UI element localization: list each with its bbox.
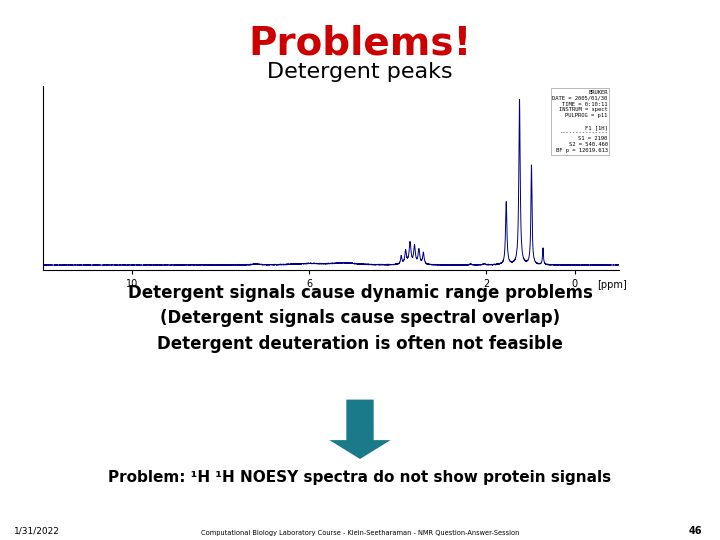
Text: Detergent peaks: Detergent peaks <box>267 62 453 82</box>
Text: Problems!: Problems! <box>248 24 472 62</box>
Text: Computational Biology Laboratory Course - Klein-Seetharaman - NMR Question-Answe: Computational Biology Laboratory Course … <box>201 530 519 536</box>
Polygon shape <box>330 400 390 459</box>
Text: 46: 46 <box>688 525 702 536</box>
Text: Detergent deuteration is often not feasible: Detergent deuteration is often not feasi… <box>157 335 563 353</box>
Text: [ppm]: [ppm] <box>597 280 627 290</box>
Text: (Detergent signals cause spectral overlap): (Detergent signals cause spectral overla… <box>160 309 560 327</box>
Text: Detergent signals cause dynamic range problems: Detergent signals cause dynamic range pr… <box>127 284 593 301</box>
Text: 1/31/2022: 1/31/2022 <box>14 526 60 536</box>
Text: BRUKER
DATE = 2005/01/30
TIME = 0:10:11
INSTRUM = spect
PULPROG = p11

F1 [1H]
-: BRUKER DATE = 2005/01/30 TIME = 0:10:11 … <box>552 90 608 153</box>
Text: Problem: ¹H ¹H NOESY spectra do not show protein signals: Problem: ¹H ¹H NOESY spectra do not show… <box>109 470 611 485</box>
